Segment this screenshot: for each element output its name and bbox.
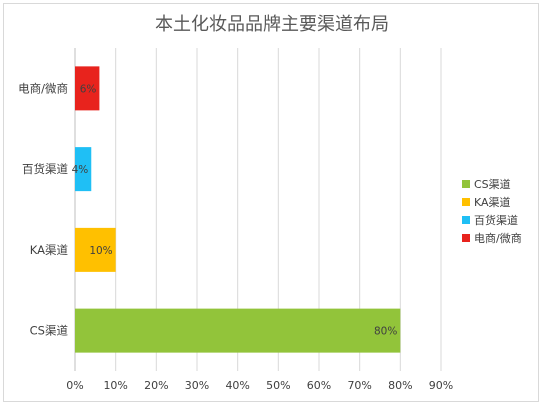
x-tick-label: 80% [388, 379, 412, 392]
legend-entry: KA渠道 [474, 195, 511, 209]
category-label: KA渠道 [30, 243, 69, 257]
x-tick-label: 50% [266, 379, 290, 392]
x-tick-label: 90% [429, 379, 453, 392]
data-labels: 80% 10% 4% 6% [72, 83, 398, 337]
data-label: 6% [80, 83, 97, 95]
category-label: CS渠道 [30, 324, 69, 338]
legend-entry: CS渠道 [474, 177, 511, 191]
bar [75, 147, 92, 192]
bar [75, 308, 401, 353]
legend-swatch [462, 198, 470, 206]
bar [75, 66, 100, 111]
data-label: 10% [89, 245, 112, 257]
data-label: 80% [374, 326, 397, 338]
x-tick-label: 20% [144, 379, 168, 392]
category-label: 百货渠道 [22, 162, 68, 176]
x-tick-label: 60% [307, 379, 331, 392]
legend-swatch [462, 234, 470, 242]
chart-title: 本土化妆品品牌主要渠道布局 [155, 14, 389, 35]
bar [75, 227, 116, 272]
category-labels: CS渠道 KA渠道 百货渠道 电商/微商 [18, 81, 68, 337]
x-tick-labels: 0% 10% 20% 30% 40% 50% 60% 70% 80% 90% [66, 379, 453, 392]
legend-entry: 电商/微商 [474, 231, 522, 245]
data-label: 4% [72, 164, 89, 176]
legend-entry: 百货渠道 [474, 213, 518, 227]
category-label: 电商/微商 [18, 81, 68, 95]
legend-swatch [462, 180, 470, 188]
x-tick-label: 10% [103, 379, 127, 392]
x-tick-label: 40% [225, 379, 249, 392]
x-tick-label: 30% [185, 379, 209, 392]
x-tick-label: 70% [347, 379, 371, 392]
x-tick-label: 0% [66, 379, 83, 392]
legend-swatch [462, 216, 470, 224]
bars [75, 66, 401, 353]
